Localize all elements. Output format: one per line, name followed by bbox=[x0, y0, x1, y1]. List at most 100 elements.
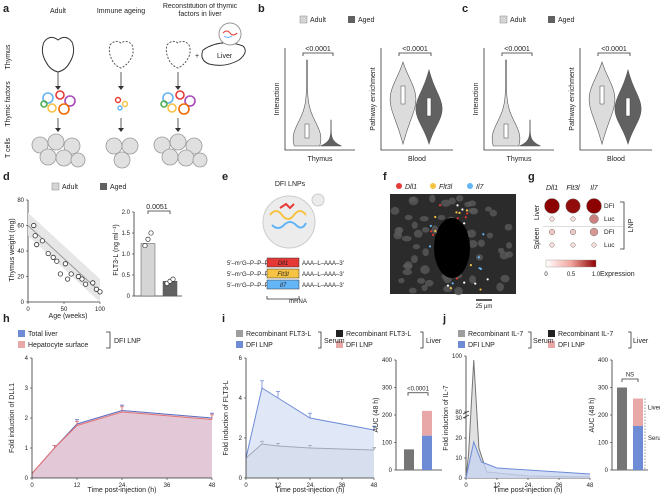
nucleus bbox=[390, 206, 400, 215]
i-xtick: 48 bbox=[371, 483, 378, 489]
pvalue-b-1: <0.0001 bbox=[305, 46, 331, 53]
i-auc-ytick: 200 bbox=[382, 413, 393, 419]
col-adult: Adult bbox=[50, 8, 66, 15]
i-xtick: 36 bbox=[339, 483, 346, 489]
g-col-Flt3l: Flt3l bbox=[566, 185, 580, 192]
h-area-1 bbox=[32, 412, 212, 478]
mrna-bracket bbox=[266, 296, 300, 300]
g-dot bbox=[586, 198, 602, 214]
fish-dot bbox=[464, 216, 467, 219]
nucleus bbox=[468, 207, 477, 214]
construct-prefix: 5′–m⁷G–P–P–P bbox=[227, 282, 269, 289]
h-xtick: 36 bbox=[164, 483, 171, 489]
nucleus bbox=[422, 227, 430, 233]
ylabel-pathway-c: Pathway enrichment bbox=[569, 67, 576, 130]
construct-gene: Dll1 bbox=[278, 261, 288, 267]
violin-aged-thymus-b bbox=[320, 119, 342, 147]
d-scatter-point bbox=[68, 271, 74, 277]
legend-i-serum: Serum bbox=[324, 338, 345, 345]
nucleus bbox=[467, 240, 478, 248]
g-dot bbox=[569, 228, 577, 236]
fish-dot bbox=[461, 208, 464, 211]
fish-dot bbox=[479, 288, 482, 291]
fish-dot bbox=[434, 229, 437, 233]
d-scatter-point bbox=[50, 254, 56, 260]
legend-adult-b bbox=[299, 15, 308, 24]
j-auc-ytick: 0 bbox=[605, 468, 609, 474]
legend-aged-d: Aged bbox=[110, 184, 126, 191]
fish-dot bbox=[434, 215, 437, 219]
j-xtick: 24 bbox=[525, 483, 532, 489]
d-scatter-ci bbox=[28, 212, 100, 302]
g-group-spleen: Spleen bbox=[534, 227, 541, 249]
d-scatter-point bbox=[54, 258, 60, 264]
pvalue-c-2: <0.0001 bbox=[601, 46, 627, 53]
box-adult-blood-c bbox=[599, 85, 605, 105]
d-scatter-ytick: 0 bbox=[21, 300, 25, 306]
legend-j-liver: Liver bbox=[633, 338, 649, 345]
legend-j-2 bbox=[548, 330, 555, 337]
nucleus bbox=[394, 226, 403, 236]
legend-adult-label-b: Adult bbox=[310, 17, 326, 24]
g-row-label: Luc bbox=[604, 216, 615, 223]
legend-i-1 bbox=[236, 341, 243, 348]
fish-dot bbox=[465, 209, 469, 212]
row-thymic-factors: Thymic factors bbox=[5, 81, 12, 127]
h-ylabel: Fold induction of DLL1 bbox=[9, 383, 16, 453]
d-scatter-xlabel: Age (weeks) bbox=[49, 313, 88, 320]
i-auc-bar-liver bbox=[422, 410, 432, 436]
construct-prefix: 5′–m⁷G–P–P–P bbox=[227, 271, 269, 278]
fish-dot bbox=[482, 233, 485, 236]
panel-letter-d: d bbox=[3, 171, 10, 183]
d-scatter-point bbox=[45, 250, 51, 257]
lnp-title: DFI LNPs bbox=[275, 181, 306, 188]
g-colorbar bbox=[545, 259, 597, 268]
j-xtick: 12 bbox=[494, 483, 501, 489]
nucleus bbox=[422, 248, 429, 257]
row-t-cells: T cells bbox=[5, 137, 12, 158]
j-line-recombinant bbox=[465, 359, 591, 479]
nucleus bbox=[404, 214, 413, 221]
plus-sign: + bbox=[195, 53, 199, 60]
nucleus bbox=[454, 286, 463, 296]
violin-aged-thymus-c bbox=[519, 119, 541, 147]
fish-dot bbox=[455, 277, 459, 280]
nucleus bbox=[467, 229, 477, 238]
legend-j-0 bbox=[458, 330, 465, 337]
nucleus bbox=[440, 199, 451, 207]
g-dot bbox=[549, 242, 555, 248]
nucleus bbox=[456, 195, 464, 202]
legend-flt3l: Flt3l bbox=[439, 184, 453, 191]
pvalue-bracket-b-2 bbox=[398, 52, 432, 56]
legend-i-label-1: DFI LNP bbox=[246, 342, 273, 349]
j-ytick: 20 bbox=[455, 436, 462, 442]
panel-letter-i: i bbox=[222, 313, 225, 325]
legend-j-label-1: DFI LNP bbox=[468, 342, 495, 349]
i-ytick: 2 bbox=[239, 436, 243, 442]
pvalue-bracket-c-1 bbox=[501, 52, 533, 56]
thymic-factors-reconst-icon bbox=[160, 90, 196, 115]
d-scatter-fit bbox=[27, 225, 101, 293]
panel-letter-c: c bbox=[462, 3, 468, 15]
pvalue-c-1: <0.0001 bbox=[504, 46, 530, 53]
d-bar-ytick: 1.5 bbox=[122, 231, 131, 237]
nucleus bbox=[429, 194, 436, 203]
g-row-label: DFI bbox=[604, 229, 615, 236]
nucleus bbox=[504, 223, 513, 231]
d-scatter-xtick: 50 bbox=[61, 307, 68, 313]
g-lnp-label: LNP bbox=[628, 218, 635, 232]
d-bar-point bbox=[170, 276, 176, 282]
nucleus bbox=[486, 232, 494, 239]
nucleus bbox=[496, 282, 504, 292]
panel-f: Dll1 Flt3l Il7 25 µm bbox=[390, 183, 516, 310]
d-scatter-ylabel: Thymus weight (mg) bbox=[9, 218, 16, 281]
g-dot bbox=[589, 227, 599, 237]
j-auc-bar-liver bbox=[633, 398, 643, 426]
legend-j-serum: Serum bbox=[533, 338, 554, 345]
d-scatter-point bbox=[97, 289, 103, 295]
j-auc-ns: NS bbox=[626, 373, 634, 379]
t-cells-reconst-icon bbox=[153, 133, 208, 168]
liver-label: Liver bbox=[217, 53, 233, 60]
legend-j-label-0: Recombinant IL-7 bbox=[468, 331, 523, 338]
g-dot bbox=[570, 216, 576, 222]
